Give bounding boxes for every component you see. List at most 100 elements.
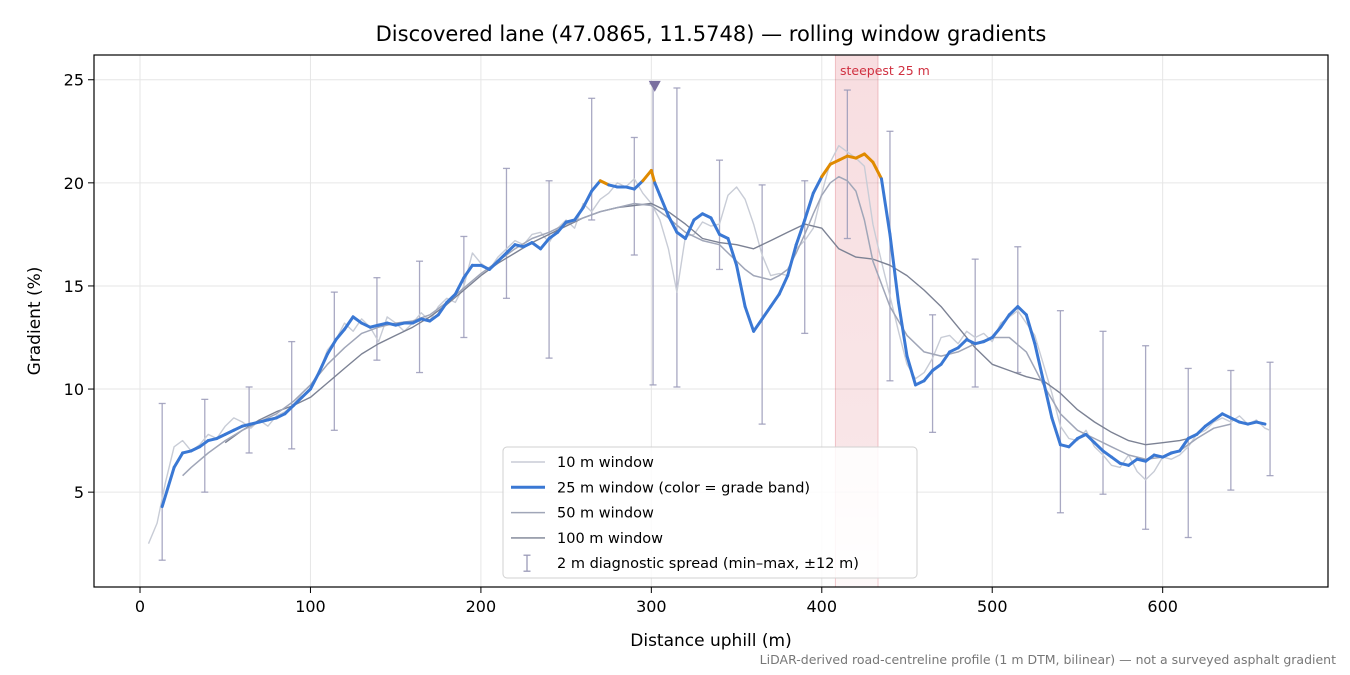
series-segment-25m (939, 350, 952, 366)
y-tick-label: 15 (64, 277, 84, 296)
series-segment-25m (879, 177, 892, 236)
series-segment-25m (965, 338, 977, 346)
series-segment-25m (794, 218, 807, 247)
series-segment-25m (649, 168, 657, 185)
series-segment-25m (1254, 420, 1267, 426)
series-segment-25m (1144, 453, 1156, 463)
series-segment-25m (956, 338, 969, 350)
series-segment-25m (700, 212, 713, 220)
series-segment-25m (675, 230, 687, 241)
series-segment-25m (931, 362, 943, 372)
series-line-50m (182, 175, 1231, 477)
series-segment-25m (556, 220, 568, 234)
series-segment-25m (1041, 379, 1054, 420)
series-segment-25m (1186, 432, 1199, 441)
series-segment-25m (948, 346, 960, 354)
x-tick-label: 0 (135, 597, 145, 616)
x-tick-label: 200 (466, 597, 497, 616)
series-segment-25m (1075, 432, 1088, 441)
y-tick-label: 10 (64, 380, 84, 399)
series-segment-25m (1161, 451, 1173, 459)
series-segment-25m (982, 335, 994, 344)
series-segment-25m (539, 237, 551, 251)
plot-frame (93, 54, 1329, 588)
series-segment-25m (598, 179, 611, 187)
series-segment-25m (653, 181, 662, 197)
series-segment-25m (718, 232, 730, 241)
series-segment-25m (1195, 424, 1207, 436)
series-segment-25m (547, 230, 560, 241)
series-segment-25m (283, 404, 295, 416)
series-segment-25m (445, 292, 457, 304)
x-tick-label: 500 (977, 597, 1008, 616)
series-segment-25m (1127, 457, 1139, 467)
series-segment-25m (999, 313, 1011, 329)
series-segment-25m (1007, 305, 1020, 317)
series-segment-25m (922, 368, 935, 383)
legend-box (502, 446, 918, 579)
series-segment-25m (990, 325, 1003, 339)
series-segment-25m (862, 152, 875, 164)
series-segment-25m (479, 263, 491, 271)
series-segment-25m (317, 352, 330, 375)
series-segment-25m (343, 315, 355, 331)
x-tick-label: 300 (636, 597, 667, 616)
legend: 10 m window 25 m window (color = grade ba… (502, 446, 918, 579)
legend-label: 25 m window (color = grade band) (557, 480, 810, 496)
series-segment-25m (752, 317, 764, 333)
series-segment-25m (803, 191, 815, 222)
series-segment-25m (496, 251, 508, 263)
series-segment-25m (300, 387, 312, 399)
series-segment-25m (811, 175, 824, 195)
series-segment-25m (291, 395, 304, 408)
series-segment-25m (223, 428, 236, 436)
series-segment-25m (411, 317, 423, 325)
y-tick-label: 25 (64, 71, 84, 90)
series-segment-25m (590, 179, 602, 193)
series-segment-25m (641, 168, 653, 183)
y-axis-label: Gradient (%) (25, 267, 45, 376)
series-segment-25m (530, 241, 543, 251)
series-segment-25m (683, 218, 696, 241)
series-segment-25m (914, 379, 926, 387)
series-segment-25m (189, 445, 202, 453)
x-axis-label: Distance uphill (m) (630, 631, 791, 651)
series-segment-25m (837, 154, 849, 162)
series-segment-25m (726, 237, 739, 267)
series-segment-25m (172, 451, 185, 469)
series-segment-25m (573, 206, 585, 222)
series-segment-25m (1084, 432, 1096, 445)
series-segment-25m (232, 424, 244, 432)
x-axis-ticks: 0 100 200 300 400 500 600 (135, 587, 1178, 616)
series-segment-25m (462, 263, 474, 280)
series-line-100m (224, 202, 1189, 446)
series-segment-25m (487, 259, 500, 271)
errorbar-layer (158, 83, 1274, 561)
series-segment-25m (786, 243, 798, 278)
y-tick-label: 20 (64, 174, 84, 193)
series-segment-25m (666, 214, 679, 234)
series-segment-25m (777, 274, 790, 296)
series-segment-25m (1050, 416, 1062, 447)
peak-marker-triangle (648, 80, 661, 92)
series-segment-25m (905, 354, 918, 387)
series-segment-25m (1033, 342, 1045, 383)
series-segment-25m (1024, 313, 1037, 346)
series-segment-25m (888, 232, 900, 304)
series-segment-25m (760, 305, 773, 321)
series-segment-25m (1092, 441, 1105, 453)
chart-title: Discovered lane (47.0865, 11.5748) — rol… (376, 22, 1047, 46)
series-segment-25m (735, 263, 747, 309)
legend-label: 100 m window (557, 531, 663, 547)
series-segment-25m (522, 241, 534, 249)
series-segment-25m (854, 152, 866, 160)
series-segment-25m (692, 212, 704, 222)
series-segment-25m (198, 439, 210, 449)
series-segment-25m (360, 321, 372, 329)
series-segment-25m (436, 300, 449, 317)
series-segment-25m (504, 243, 517, 255)
legend-label: 50 m window (557, 506, 654, 522)
legend-label: 10 m window (557, 455, 654, 471)
marker-layer (648, 80, 661, 92)
